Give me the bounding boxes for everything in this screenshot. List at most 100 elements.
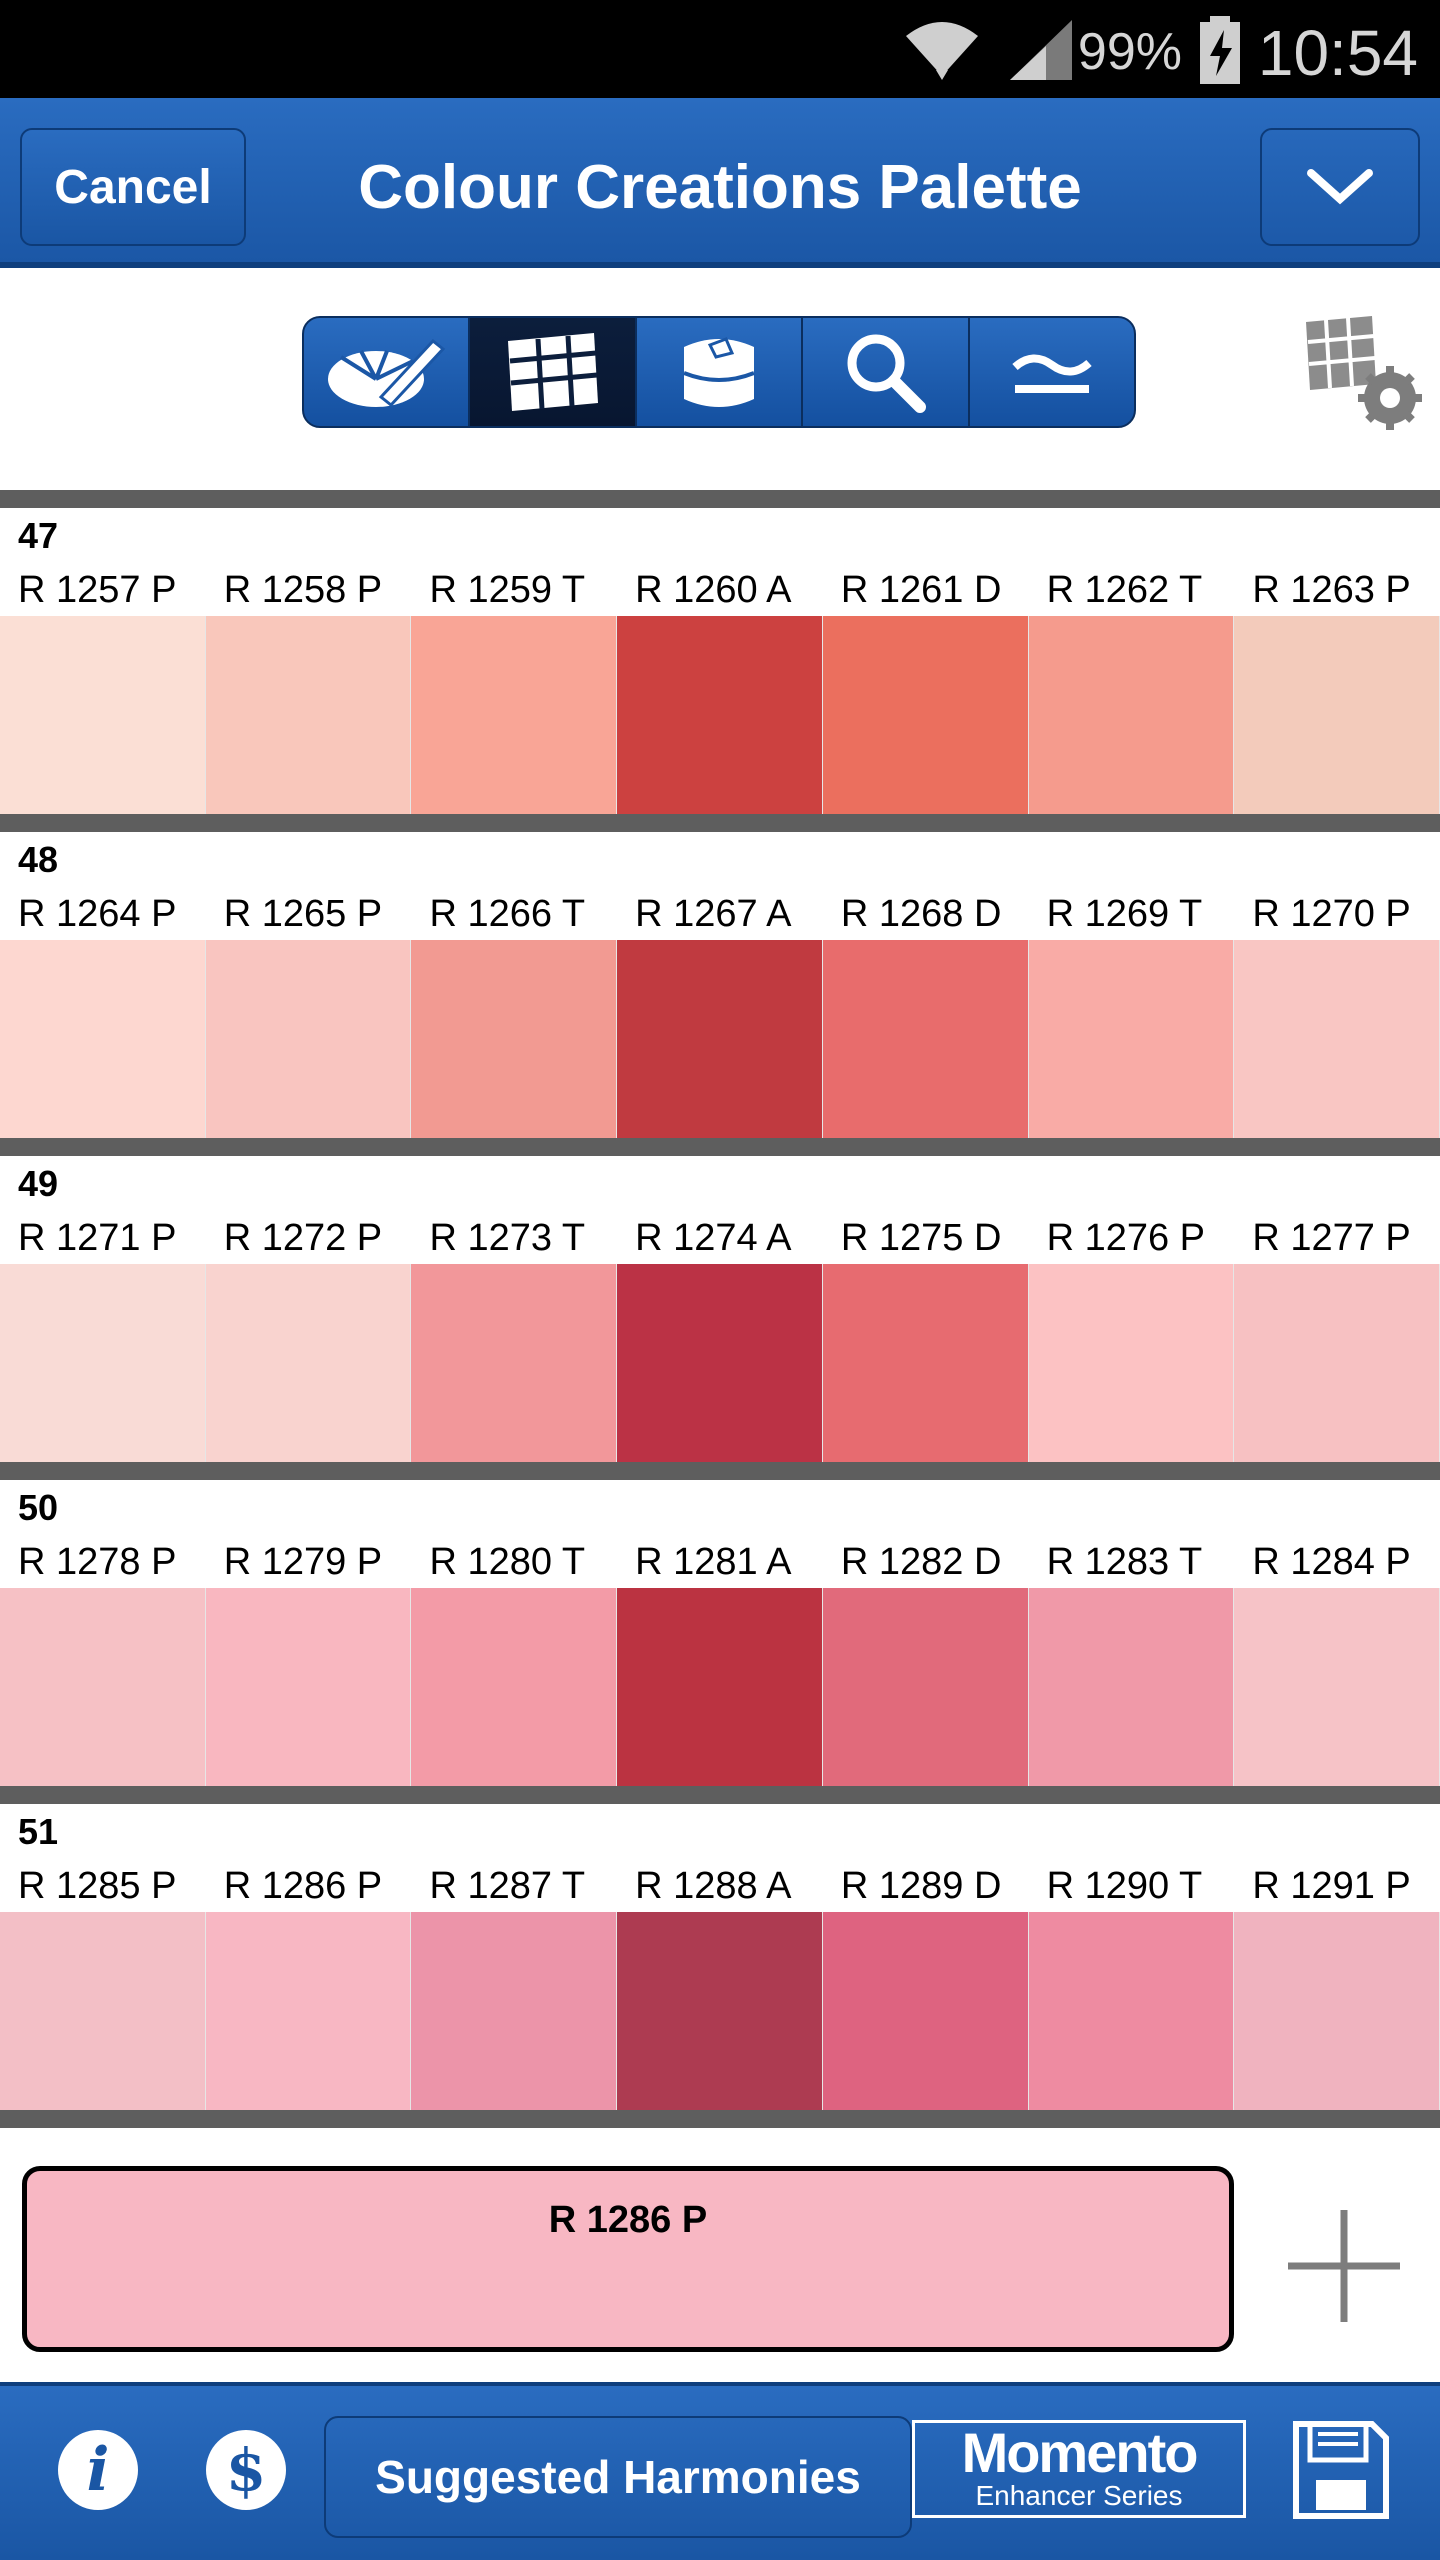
row-separator [0, 490, 1440, 508]
color-swatch[interactable] [205, 1588, 412, 1786]
mode-toolbar [302, 316, 1136, 428]
color-code: R 1286 P [223, 1865, 383, 1907]
color-swatch[interactable] [1028, 1588, 1235, 1786]
add-colour-button[interactable] [1282, 2204, 1406, 2328]
color-swatch[interactable] [1234, 1588, 1440, 1786]
search-icon [847, 334, 927, 413]
tab-fan-deck[interactable] [470, 318, 637, 426]
color-swatch[interactable] [411, 940, 618, 1138]
battery-charging-icon [1200, 16, 1240, 84]
color-swatch[interactable] [1234, 1264, 1440, 1462]
color-swatch[interactable] [411, 616, 618, 814]
color-code: R 1269 T [1046, 893, 1203, 935]
fan-deck-icon [507, 333, 598, 411]
color-swatch[interactable] [0, 1588, 206, 1786]
selected-colour-swatch[interactable]: R 1286 P [22, 2166, 1234, 2352]
color-swatch[interactable] [411, 1588, 618, 1786]
pricing-button[interactable]: $ [206, 2430, 286, 2510]
color-swatch[interactable] [1234, 940, 1440, 1138]
color-swatch[interactable] [617, 616, 823, 814]
color-swatch[interactable] [0, 1912, 206, 2110]
color-code: R 1290 T [1046, 1865, 1203, 1907]
row-separator [0, 1138, 1440, 1156]
info-button[interactable]: i [58, 2430, 138, 2510]
color-swatch[interactable] [617, 940, 823, 1138]
color-swatch[interactable] [617, 1264, 823, 1462]
logo-brand: Momento [961, 2421, 1199, 2484]
color-code: R 1288 A [635, 1865, 792, 1907]
color-code: R 1281 A [635, 1541, 792, 1583]
color-swatch[interactable] [205, 1912, 412, 2110]
tab-match[interactable] [970, 318, 1134, 426]
color-swatch[interactable] [0, 1264, 206, 1462]
color-code: R 1259 T [429, 569, 586, 611]
color-swatch[interactable] [0, 940, 206, 1138]
chevron-down-icon [1307, 169, 1373, 205]
color-swatch[interactable] [1028, 1912, 1235, 2110]
color-code: R 1266 T [429, 893, 586, 935]
color-code: R 1285 P [18, 1865, 177, 1907]
color-swatch[interactable] [1234, 616, 1440, 814]
color-code: R 1278 P [18, 1541, 177, 1583]
approximately-equal-icon [1012, 354, 1092, 393]
color-code: R 1279 P [223, 1541, 383, 1583]
color-swatch[interactable] [205, 616, 412, 814]
color-swatch[interactable] [822, 940, 1029, 1138]
color-swatch[interactable] [617, 1912, 823, 2110]
color-code: R 1276 P [1046, 1217, 1206, 1259]
dropdown-button[interactable] [1260, 128, 1420, 246]
color-code: R 1261 D [840, 569, 1002, 611]
color-code: R 1277 P [1252, 1217, 1411, 1259]
tab-paint-tin[interactable] [637, 318, 804, 426]
row-separator [0, 1786, 1440, 1804]
color-swatch[interactable] [205, 1264, 412, 1462]
color-code: R 1268 D [840, 893, 1002, 935]
suggested-harmonies-button[interactable]: Suggested Harmonies [324, 2416, 912, 2538]
color-picker-icon [328, 338, 446, 408]
color-swatch[interactable] [411, 1912, 618, 2110]
color-swatch[interactable] [1028, 1264, 1235, 1462]
color-swatch[interactable] [1234, 1912, 1440, 2110]
color-code: R 1257 P [18, 569, 177, 611]
row-separator [0, 814, 1440, 832]
page-title: Colour Creations Palette [358, 153, 1082, 222]
palette-group: 50 R 1278 P R 1279 P R 1280 T R 1281 A R… [0, 1480, 1440, 1786]
palette-group: 51 R 1285 P R 1286 P R 1287 T R 1288 A R… [0, 1804, 1440, 2110]
palette-group: 47 R 1257 P R 1258 P R 1259 T R 1260 A R… [0, 508, 1440, 814]
color-swatch[interactable] [1028, 616, 1235, 814]
color-swatch[interactable] [822, 616, 1029, 814]
palette-list[interactable]: 47 R 1257 P R 1258 P R 1259 T R 1260 A R… [0, 490, 1440, 2130]
palette-group: 49 R 1271 P R 1272 P R 1273 T R 1274 A R… [0, 1156, 1440, 1462]
color-code: R 1260 A [635, 569, 792, 611]
tab-search[interactable] [803, 318, 970, 426]
color-code: R 1284 P [1252, 1541, 1411, 1583]
color-swatch[interactable] [205, 940, 412, 1138]
color-code: R 1274 A [635, 1217, 792, 1259]
momento-logo: Momento Enhancer Series [912, 2420, 1246, 2518]
color-code: R 1275 D [840, 1217, 1002, 1259]
color-swatch[interactable] [411, 1264, 618, 1462]
row-separator [0, 2110, 1440, 2128]
signal-icon [1010, 20, 1072, 80]
cancel-button[interactable]: Cancel [20, 128, 246, 246]
battery-percent: 99% [1077, 23, 1182, 81]
info-icon: i [86, 2435, 110, 2505]
color-code: R 1271 P [18, 1217, 177, 1259]
color-code: R 1265 P [223, 893, 383, 935]
group-number: 48 [18, 839, 59, 880]
tab-color-picker[interactable] [304, 318, 471, 426]
color-swatch[interactable] [822, 1264, 1029, 1462]
status-bar: 99% 10:54 [0, 0, 1440, 98]
color-swatch[interactable] [822, 1912, 1029, 2110]
palette-group: 48 R 1264 P R 1265 P R 1266 T R 1267 A R… [0, 832, 1440, 1138]
color-code: R 1291 P [1252, 1865, 1411, 1907]
app-bar: Cancel Colour Creations Palette [0, 98, 1440, 268]
color-swatch[interactable] [617, 1588, 823, 1786]
color-swatch[interactable] [0, 616, 206, 814]
palette-settings-icon[interactable] [1302, 314, 1424, 432]
color-swatch[interactable] [1028, 940, 1235, 1138]
color-swatch[interactable] [822, 1588, 1029, 1786]
color-code: R 1272 P [223, 1217, 383, 1259]
color-code: R 1280 T [429, 1541, 586, 1583]
save-icon[interactable] [1290, 2420, 1390, 2520]
